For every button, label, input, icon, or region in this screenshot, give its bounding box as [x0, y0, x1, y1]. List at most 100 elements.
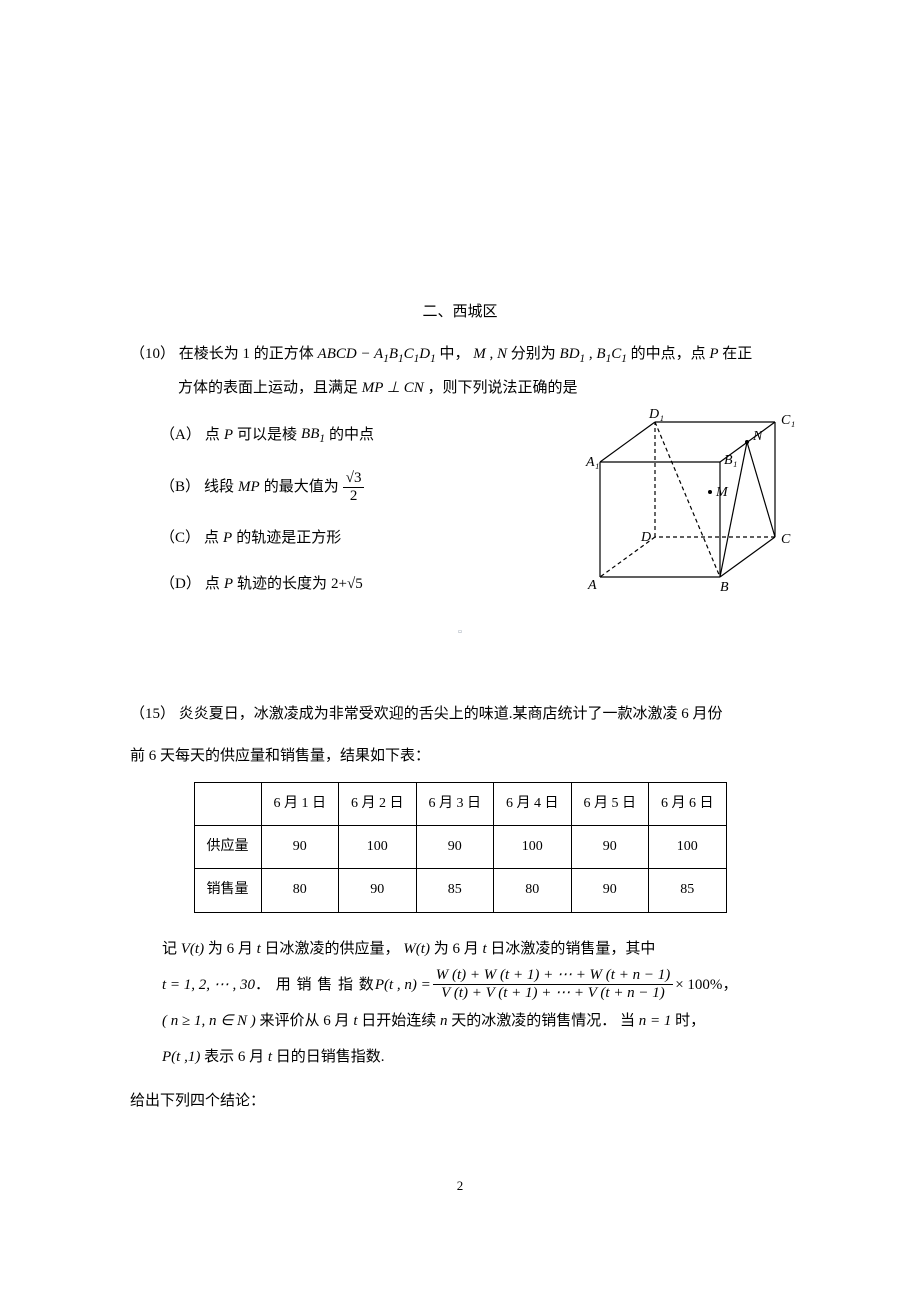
svg-text:A: A	[587, 578, 597, 592]
opt-text: 的最大值为	[264, 475, 339, 499]
q10-p: P	[709, 346, 718, 362]
q10-text: 的中点，点	[631, 346, 706, 362]
opt-text: 轨迹的长度为	[237, 572, 327, 596]
table-cell: 100	[649, 825, 727, 868]
q15-closing: 给出下列四个结论：	[130, 1089, 790, 1113]
q10-text: 中，	[440, 346, 474, 362]
t-var: t	[268, 1049, 272, 1065]
q10-number: （10）	[130, 346, 175, 362]
svg-text:D₁: D₁	[648, 407, 664, 422]
opt-label: （D）	[160, 572, 201, 596]
opt-label: （C）	[160, 526, 200, 550]
t: 为 6 月	[434, 941, 479, 957]
opt-text: 线段	[204, 475, 234, 499]
opt-text: 的中点	[329, 423, 374, 447]
svg-text:C: C	[781, 532, 791, 547]
q10-text: 分别为	[511, 346, 556, 362]
table-cell: 90	[261, 825, 339, 868]
q15-stem-line2: 前 6 天每天的供应量和销售量，结果如下表：	[130, 744, 790, 768]
t: ． 用 销 售 指 数	[255, 967, 375, 1003]
opt-text: 点	[204, 526, 219, 550]
table-cell: 85	[416, 869, 494, 912]
q15-stem-line1: （15） 炎炎夏日，冰激凌成为非常受欢迎的舌尖上的味道.某商店统计了一款冰激凌 …	[130, 702, 790, 726]
page-number: 2	[0, 1176, 920, 1197]
table-header-cell: 6 月 4 日	[494, 782, 572, 825]
section-title: 二、西城区	[130, 300, 790, 324]
q10-mp-cn: MP ⊥ CN	[362, 380, 424, 396]
table-header-cell: 6 月 2 日	[339, 782, 417, 825]
svg-text:C₁: C₁	[781, 413, 795, 428]
t: 为 6 月	[208, 941, 253, 957]
table-header-cell: 6 月 3 日	[416, 782, 494, 825]
t: 表示 6 月	[204, 1049, 264, 1065]
wt: W(t)	[403, 941, 430, 957]
table-header-cell	[194, 782, 261, 825]
q15-line: P(t ,1) 表示 6 月 t 日的日销售指数.	[162, 1039, 790, 1075]
question-10: （10） 在棱长为 1 的正方体 ABCD − A1B1C1D1 中， M , …	[130, 342, 790, 596]
opt-text: 点	[205, 423, 220, 447]
vt: V(t)	[181, 941, 204, 957]
t: 时，	[675, 1013, 705, 1029]
t: 日的日销售指数.	[276, 1049, 385, 1065]
cube-diagram: ABCDA₁B₁C₁D₁MN	[580, 402, 800, 592]
frac-num: √3	[343, 470, 365, 488]
document-page: 二、西城区 （10） 在棱长为 1 的正方体 ABCD − A1B1C1D1 中…	[0, 0, 920, 1302]
table-cell: 90	[416, 825, 494, 868]
pn: P(t , n) =	[375, 967, 431, 1003]
table-cell: 90	[339, 869, 417, 912]
q15-explanation: 记 V(t) 为 6 月 t 日冰激凌的供应量， W(t) 为 6 月 t 日冰…	[130, 931, 790, 1075]
frac-den: V (t) + V (t + 1) + ⋯ + V (t + n − 1)	[433, 985, 673, 1002]
opt-frac: √3 2	[343, 470, 365, 504]
watermark-dot: ▫	[130, 624, 790, 642]
t-var: t	[353, 1013, 357, 1029]
question-15: （15） 炎炎夏日，冰激凌成为非常受欢迎的舌尖上的味道.某商店统计了一款冰激凌 …	[130, 702, 790, 1113]
q15-data-table: 6 月 1 日6 月 2 日6 月 3 日6 月 4 日6 月 5 日6 月 6…	[194, 782, 727, 913]
t: 日开始连续	[361, 1013, 436, 1029]
q10-stem-line2: 方体的表面上运动，且满足 MP ⊥ CN ，则下列说法正确的是	[130, 376, 790, 400]
opt-expr: 2+√5	[331, 572, 363, 596]
opt-text: 可以是棱	[237, 423, 297, 447]
opt-p: P	[224, 572, 233, 596]
svg-text:M: M	[715, 485, 729, 500]
table-row: 供应量901009010090100	[194, 825, 726, 868]
table-row: 销售量809085809085	[194, 869, 726, 912]
svg-text:B: B	[720, 580, 729, 592]
opt-label: （B）	[160, 475, 200, 499]
opt-text: 点	[205, 572, 220, 596]
opt-label: （A）	[160, 423, 201, 447]
q10-text: ，则下列说法正确的是	[427, 380, 577, 396]
q10-text: 在棱长为 1 的正方体	[179, 346, 314, 362]
q10-text: 方体的表面上运动，且满足	[178, 380, 358, 396]
q10-text: 在正	[722, 346, 752, 362]
q15-line: 记 V(t) 为 6 月 t 日冰激凌的供应量， W(t) 为 6 月 t 日冰…	[162, 931, 790, 967]
q15-number: （15）	[130, 706, 175, 722]
table-cell: 85	[649, 869, 727, 912]
n-var: n	[440, 1013, 448, 1029]
opt-bb1: BB1	[301, 422, 325, 448]
table-cell: 100	[339, 825, 417, 868]
times100: × 100%	[675, 967, 722, 1003]
table-cell: 100	[494, 825, 572, 868]
table-cell: 供应量	[194, 825, 261, 868]
pt1: P(t ,1)	[162, 1049, 200, 1065]
q10-mn: M , N	[473, 346, 507, 362]
table-header-cell: 6 月 1 日	[261, 782, 339, 825]
table-cell: 销售量	[194, 869, 261, 912]
svg-text:A₁: A₁	[585, 455, 599, 470]
t: 日冰激凌的销售量，其中	[490, 941, 655, 957]
opt-p: P	[224, 423, 233, 447]
t: 天的冰激凌的销售情况． 当	[451, 1013, 635, 1029]
table-cell: 90	[571, 825, 649, 868]
table-cell: 80	[261, 869, 339, 912]
t: ，	[722, 967, 737, 1003]
t: 来评价从 6 月	[260, 1013, 350, 1029]
t-var: t	[482, 941, 486, 957]
n1: n = 1	[639, 1013, 672, 1029]
sales-index-frac: W (t) + W (t + 1) + ⋯ + W (t + n − 1) V …	[433, 967, 673, 1003]
q10-bd1: BD1 , B1C1	[560, 346, 627, 362]
q10-cube-name: ABCD − A1B1C1D1	[318, 346, 436, 362]
svg-text:N: N	[752, 429, 763, 444]
table-cell: 90	[571, 869, 649, 912]
opt-text: 的轨迹是正方形	[236, 526, 341, 550]
q15-line: t = 1, 2, ⋯ , 30 ． 用 销 售 指 数 P(t , n) = …	[162, 967, 790, 1003]
